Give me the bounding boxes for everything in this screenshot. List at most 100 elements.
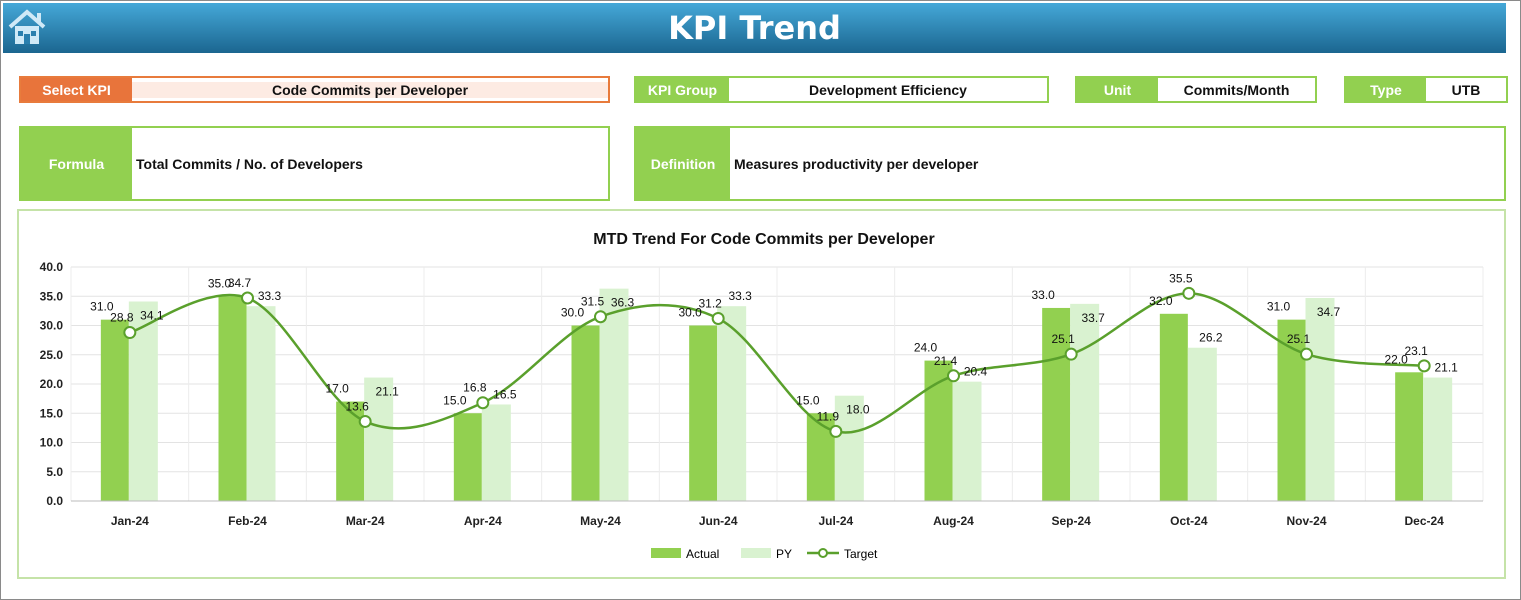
y-tick-label: 5.0 xyxy=(46,465,63,479)
y-tick-label: 40.0 xyxy=(40,260,64,274)
unit-field: Unit Commits/Month xyxy=(1075,76,1317,103)
label-actual: 24.0 xyxy=(914,341,938,355)
definition-box: Definition Measures productivity per dev… xyxy=(634,126,1506,201)
x-tick-label: Aug-24 xyxy=(933,514,974,528)
label-actual: 35.0 xyxy=(208,276,232,290)
home-icon[interactable] xyxy=(7,7,47,47)
label-actual: 31.0 xyxy=(90,300,114,314)
label-py: 34.1 xyxy=(140,309,164,323)
kpi-group-field: KPI Group Development Efficiency xyxy=(634,76,1049,103)
label-py: 33.3 xyxy=(728,289,752,303)
x-tick-label: Mar-24 xyxy=(346,514,385,528)
bar-actual xyxy=(453,413,482,501)
y-tick-label: 10.0 xyxy=(40,436,64,450)
select-kpi-label: Select KPI xyxy=(21,78,132,101)
bar-actual xyxy=(1395,372,1424,501)
bar-py xyxy=(834,395,864,501)
bar-actual xyxy=(1277,319,1306,501)
x-tick-label: Sep-24 xyxy=(1051,514,1091,528)
kpi-group-label: KPI Group xyxy=(636,78,729,101)
formula-value: Total Commits / No. of Developers xyxy=(136,155,363,172)
legend-actual-swatch xyxy=(651,548,681,558)
legend-py-swatch xyxy=(741,548,771,558)
label-target: 31.5 xyxy=(581,295,605,309)
bar-actual xyxy=(218,296,247,501)
target-marker xyxy=(947,369,960,383)
y-tick-label: 15.0 xyxy=(40,406,64,420)
select-kpi-dropdown[interactable]: Code Commits per Developer xyxy=(132,81,608,98)
target-marker xyxy=(358,414,372,428)
bar-py xyxy=(1187,347,1217,501)
target-marker xyxy=(711,311,725,325)
label-target: 13.6 xyxy=(345,399,369,413)
select-kpi-field[interactable]: Select KPI Code Commits per Developer xyxy=(19,76,610,103)
bar-actual xyxy=(1159,313,1188,501)
type-field: Type UTB xyxy=(1344,76,1508,103)
bar-actual xyxy=(336,401,365,501)
bar-actual xyxy=(1042,307,1071,501)
x-tick-label: Oct-24 xyxy=(1170,514,1208,528)
label-actual: 15.0 xyxy=(796,393,820,407)
label-target: 34.7 xyxy=(228,276,252,290)
y-tick-label: 25.0 xyxy=(40,348,64,362)
unit-label: Unit xyxy=(1077,78,1158,101)
type-value: UTB xyxy=(1451,81,1481,98)
chart-title: MTD Trend For Code Commits per Developer xyxy=(593,231,934,248)
label-py: 33.3 xyxy=(258,289,282,303)
label-target: 25.1 xyxy=(1287,332,1311,346)
label-py: 18.0 xyxy=(846,403,870,417)
label-target: 31.2 xyxy=(698,296,722,310)
label-py: 21.1 xyxy=(375,385,399,399)
label-target: 35.5 xyxy=(1169,271,1193,285)
label-target: 25.1 xyxy=(1051,332,1075,346)
x-tick-label: Apr-24 xyxy=(464,514,502,528)
label-actual: 31.0 xyxy=(1267,300,1291,314)
bar-actual xyxy=(571,325,600,501)
x-tick-label: Jan-24 xyxy=(111,514,149,528)
target-marker xyxy=(594,310,607,324)
bar-py xyxy=(599,288,629,501)
label-target: 11.9 xyxy=(817,409,840,423)
label-actual: 33.0 xyxy=(1031,288,1055,302)
chart-container: MTD Trend For Code Commits per Developer… xyxy=(17,209,1506,579)
bar-actual xyxy=(100,319,129,501)
bar-py xyxy=(246,306,276,501)
bar-actual xyxy=(806,413,835,501)
bar-py xyxy=(1070,303,1100,501)
target-marker xyxy=(829,424,843,438)
label-py: 21.1 xyxy=(1434,361,1458,375)
label-py: 33.7 xyxy=(1081,311,1105,325)
y-tick-label: 20.0 xyxy=(40,377,64,391)
label-actual: 30.0 xyxy=(561,306,585,320)
label-actual: 32.0 xyxy=(1149,294,1173,308)
target-marker xyxy=(1182,286,1196,300)
x-tick-label: Feb-24 xyxy=(228,514,267,528)
x-tick-label: May-24 xyxy=(580,514,621,528)
legend: Actual PY Target xyxy=(651,547,878,561)
x-tick-label: Dec-24 xyxy=(1404,514,1444,528)
target-marker xyxy=(1300,347,1313,361)
x-tick-label: Jul-24 xyxy=(818,514,853,528)
target-marker xyxy=(476,396,490,410)
label-py: 34.7 xyxy=(1317,305,1341,319)
definition-value: Measures productivity per developer xyxy=(734,155,979,172)
bar-py xyxy=(952,381,982,501)
type-label: Type xyxy=(1346,78,1426,101)
label-actual: 17.0 xyxy=(325,382,349,396)
legend-target-marker xyxy=(818,548,828,558)
target-marker xyxy=(241,291,254,305)
target-marker xyxy=(1064,347,1078,361)
label-py: 20.4 xyxy=(964,365,988,379)
y-tick-label: 0.0 xyxy=(46,494,63,508)
x-tick-label: Nov-24 xyxy=(1286,514,1326,528)
label-target: 23.1 xyxy=(1404,344,1428,358)
bar-py xyxy=(1423,377,1453,501)
legend-py: PY xyxy=(776,547,792,561)
page-title: KPI Trend xyxy=(668,9,841,47)
unit-value: Commits/Month xyxy=(1183,81,1290,98)
x-tick-label: Jun-24 xyxy=(699,514,738,528)
bar-py xyxy=(717,306,747,501)
label-actual: 22.0 xyxy=(1384,352,1408,366)
label-actual: 15.0 xyxy=(443,393,467,407)
y-tick-label: 30.0 xyxy=(40,319,64,333)
